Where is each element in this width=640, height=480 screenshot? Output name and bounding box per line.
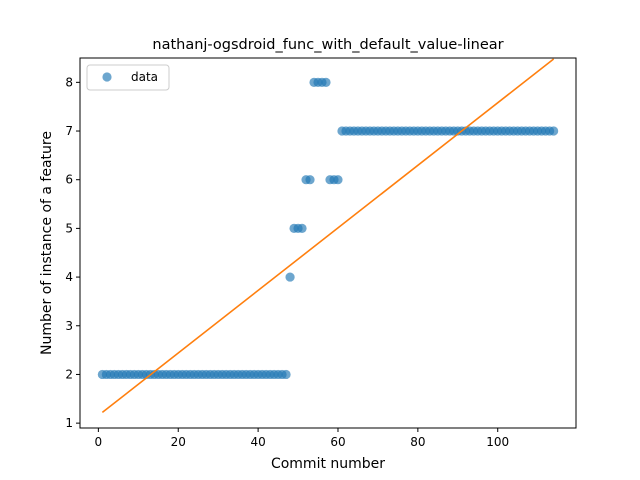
legend-marker-data [102, 72, 112, 82]
data-point [285, 272, 295, 282]
y-tick-label: 4 [65, 270, 73, 284]
y-tick-label: 8 [65, 75, 73, 89]
y-tick-label: 2 [65, 367, 73, 381]
y-axis-label: Number of instance of a feature [39, 131, 55, 355]
x-axis-label: Commit number [271, 456, 385, 472]
x-tick-label: 40 [250, 435, 265, 449]
data-point [549, 126, 559, 136]
y-axis-ticks: 1 2 3 4 5 6 7 8 [65, 75, 80, 430]
y-tick-label: 7 [65, 124, 73, 138]
y-tick-label: 1 [65, 416, 73, 430]
data-point [297, 223, 307, 233]
x-tick-label: 0 [95, 435, 103, 449]
x-axis-ticks: 0 20 40 60 80 100 [95, 428, 509, 449]
data-point [333, 175, 343, 185]
chart-title: nathanj-ogsdroid_func_with_default_value… [152, 37, 503, 53]
x-tick-label: 20 [171, 435, 186, 449]
data-point [321, 77, 331, 87]
y-tick-label: 3 [65, 319, 73, 333]
legend-label-data: data [131, 70, 158, 84]
y-tick-label: 5 [65, 221, 73, 235]
legend-box [86, 64, 170, 91]
fit-line [101, 58, 555, 414]
data-point [305, 175, 315, 185]
x-tick-label: 80 [410, 435, 425, 449]
data-point [281, 369, 291, 380]
x-tick-label: 60 [330, 435, 345, 449]
plot-area [97, 58, 559, 414]
y-tick-label: 6 [65, 173, 73, 187]
legend: data [86, 64, 170, 91]
axes-frame [79, 57, 577, 429]
x-tick-label: 100 [486, 435, 509, 449]
